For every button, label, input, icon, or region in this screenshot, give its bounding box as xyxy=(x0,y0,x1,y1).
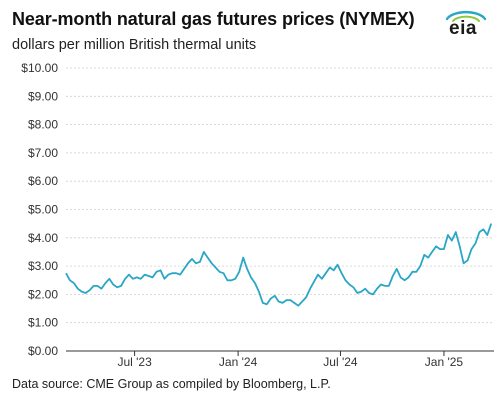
y-tick-label: $10.00 xyxy=(21,61,58,75)
logo-text: eia xyxy=(449,18,477,39)
y-tick-label: $1.00 xyxy=(28,316,58,330)
y-tick-label: $2.00 xyxy=(28,287,58,301)
page-subtitle: dollars per million British thermal unit… xyxy=(12,37,257,53)
x-tick-label: Jul '23 xyxy=(117,355,152,369)
logo-arc xyxy=(445,10,487,21)
y-tick-label: $0.00 xyxy=(28,344,58,358)
eia-logo xyxy=(445,10,487,22)
y-tick-label: $7.00 xyxy=(28,146,58,160)
y-axis-tick-labels: $0.00 $1.00 $2.00 $3.00 $4.00 $5.00 $6.00 $7.00… xyxy=(21,61,58,358)
gridlines xyxy=(66,67,494,324)
series-line-price xyxy=(65,223,493,307)
data-source-note: Data source: CME Group as compiled by Bl… xyxy=(12,377,331,391)
x-tick-label: Jan '25 xyxy=(425,355,464,369)
x-tick-label: Jul '24 xyxy=(323,355,358,369)
x-axis-ticks: Jul '23 Jan '24 Jul '24 Jan '25 xyxy=(117,351,463,369)
y-tick-label: $8.00 xyxy=(28,118,58,132)
logo-arc-inner xyxy=(452,15,480,22)
x-tick-label: Jan '24 xyxy=(219,355,258,369)
page-title: Near-month natural gas futures prices (N… xyxy=(12,9,415,29)
y-tick-label: $4.00 xyxy=(28,231,58,245)
y-tick-label: $6.00 xyxy=(28,174,58,188)
y-tick-label: $3.00 xyxy=(28,259,58,273)
y-tick-label: $9.00 xyxy=(28,89,58,103)
y-tick-label: $5.00 xyxy=(28,203,58,217)
